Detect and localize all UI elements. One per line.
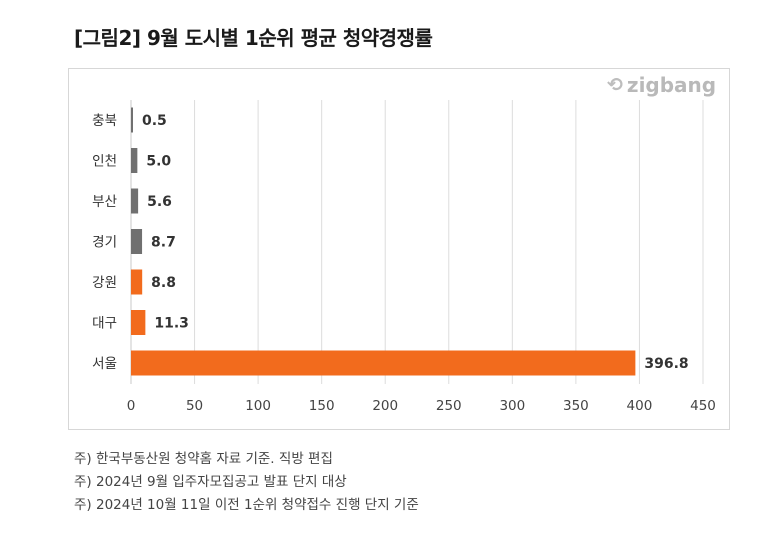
- category-label: 대구: [92, 316, 117, 332]
- value-label: 8.7: [151, 235, 176, 251]
- bar-0: [131, 107, 133, 133]
- category-label: 경기: [92, 235, 117, 251]
- value-label: 11.3: [154, 316, 189, 332]
- x-tick-labels: 0 50 100 150 200 250 300 350 400 450: [127, 398, 716, 414]
- category-label: 부산: [92, 194, 117, 210]
- x-tick-label: 300: [499, 398, 525, 414]
- x-tick-label: 100: [245, 398, 271, 414]
- x-tick-label: 350: [563, 398, 589, 414]
- x-tick-label: 450: [690, 398, 716, 414]
- x-tick-label: 200: [372, 398, 398, 414]
- zigbang-logo-text: zigbang: [626, 73, 717, 97]
- category-label: 충북: [92, 113, 117, 129]
- bars: [131, 107, 636, 376]
- category-label: 인천: [92, 154, 117, 170]
- zigbang-logo-icon: ⟲: [607, 74, 623, 96]
- value-labels: 0.5 5.0 5.6 8.7 8.8 11.3 396.8: [142, 113, 689, 372]
- value-label: 5.6: [147, 194, 172, 210]
- bar-3: [131, 229, 143, 254]
- footnotes: 주) 한국부동산원 청약홈 자료 기준. 직방 편집 주) 2024년 9월 입…: [74, 448, 419, 517]
- footnote-3: 주) 2024년 10월 11일 이전 1순위 청약접수 진행 단지 기준: [74, 497, 419, 513]
- chart-title: [그림2] 9월 도시별 1순위 평균 청약경쟁률: [74, 26, 433, 50]
- x-tick-label: 150: [309, 398, 335, 414]
- category-label: 강원: [92, 275, 117, 291]
- bar-2: [131, 188, 139, 214]
- bar-4: [131, 269, 143, 295]
- value-label: 8.8: [151, 275, 176, 291]
- value-label: 396.8: [644, 356, 688, 372]
- category-label: 서울: [92, 356, 117, 372]
- grid-lines: [130, 100, 704, 384]
- bar-1: [131, 148, 138, 173]
- x-tick-label: 250: [436, 398, 462, 414]
- x-tick-label: 0: [127, 398, 136, 414]
- footnote-2: 주) 2024년 9월 입주자모집공고 발표 단지 대상: [74, 474, 347, 490]
- x-tick-label: 400: [627, 398, 653, 414]
- bar-6: [131, 350, 636, 376]
- footnote-1: 주) 한국부동산원 청약홈 자료 기준. 직방 편집: [74, 451, 333, 467]
- value-label: 0.5: [142, 113, 167, 129]
- bar-5: [131, 310, 146, 335]
- x-tick-label: 50: [186, 398, 203, 414]
- zigbang-logo: ⟲ zigbang: [607, 73, 716, 97]
- value-label: 5.0: [146, 154, 171, 170]
